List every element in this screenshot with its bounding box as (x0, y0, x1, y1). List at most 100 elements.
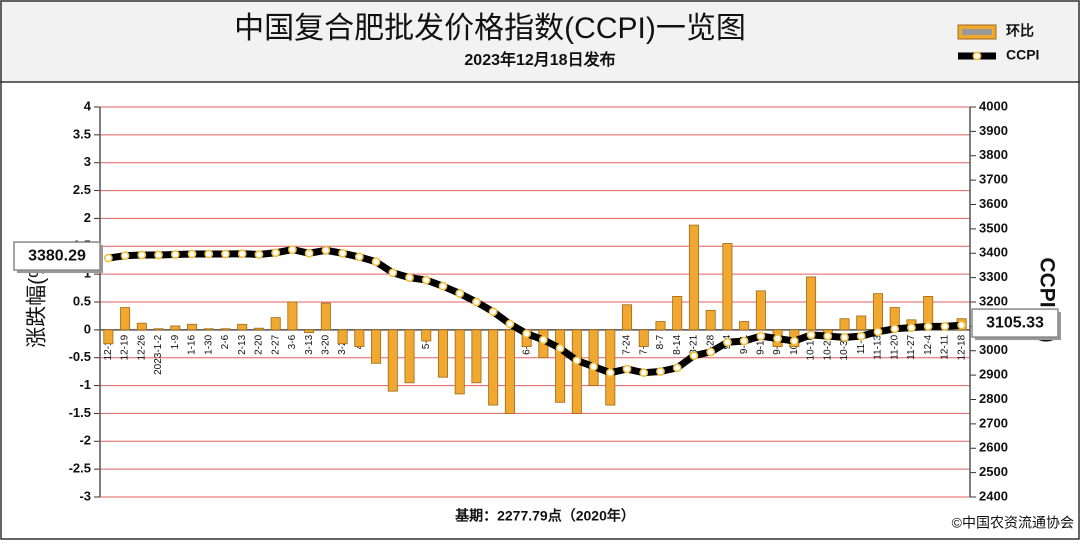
x-tick-label: 10-23 (822, 334, 833, 360)
bar (504, 329, 515, 414)
line-point (873, 327, 883, 337)
y-tick-label: -2 (79, 433, 91, 448)
line-point (907, 323, 916, 332)
y2-tick-label: 3200 (979, 293, 1008, 308)
value-label: 3105.33 (986, 314, 1044, 331)
x-tick-label: 12-12 (103, 334, 114, 360)
y2-tick-label: 2700 (979, 415, 1008, 430)
x-tick-label: 11-20 (889, 334, 900, 359)
header-band (0, 0, 1080, 82)
footnote: 基期：2277.79点（2020年） (455, 508, 635, 524)
y2-tick-label: 3500 (979, 220, 1008, 235)
line-point (304, 248, 314, 258)
bar (454, 329, 465, 395)
bar (136, 322, 147, 331)
line-point (103, 253, 113, 263)
line-point (137, 250, 147, 260)
y-tick-label: -2.5 (69, 461, 91, 476)
line-point (639, 368, 649, 378)
line-point (789, 336, 799, 346)
line-point (806, 330, 816, 340)
line-point (689, 351, 699, 361)
legend-label: CCPI (1006, 47, 1039, 63)
line-point (522, 329, 532, 339)
line-point (354, 252, 364, 262)
bar (806, 276, 817, 331)
bar (839, 318, 850, 331)
bar (655, 321, 666, 331)
line-point (472, 297, 481, 307)
x-tick-label: 3-13 (304, 334, 315, 354)
bar (672, 296, 683, 331)
x-tick-label: 5-1 (421, 334, 432, 349)
bar (571, 329, 582, 414)
bar (337, 329, 348, 345)
x-tick-label: 1-16 (187, 334, 198, 354)
x-tick-label: 1-30 (203, 334, 214, 354)
y-tick-label: -1.5 (69, 405, 91, 420)
x-tick-label: 12-4 (923, 334, 934, 354)
x-tick-label: 10-30 (839, 334, 850, 360)
y2-tick-label: 3400 (979, 245, 1008, 260)
bar (722, 243, 733, 331)
bar (705, 309, 716, 331)
bar (153, 328, 164, 331)
value-label-box (13, 241, 101, 271)
y2-tick-label: 3900 (979, 123, 1008, 138)
x-tick-label: 3-20 (321, 334, 332, 354)
line-point (338, 248, 347, 258)
bar (622, 304, 633, 331)
x-tick-label: 8-28 (705, 334, 716, 354)
bar (638, 329, 649, 347)
line-point (940, 321, 950, 331)
bar (605, 329, 616, 406)
x-tick-label: 11-27 (906, 334, 917, 359)
line-point (288, 245, 297, 254)
x-tick-label: 12-18 (956, 334, 967, 360)
bar (404, 329, 415, 384)
line-point (237, 249, 247, 259)
x-tick-label: 8-14 (672, 334, 683, 354)
y-tick-label: 1 (84, 266, 91, 281)
x-tick-label: 12-19 (120, 334, 131, 360)
line-point (622, 364, 632, 374)
y-tick-label: -0.5 (69, 349, 91, 364)
x-tick-label: 12-11 (940, 334, 951, 359)
value-label-box (971, 308, 1059, 338)
y2-tick-label: 3700 (979, 172, 1008, 187)
line-point (371, 257, 381, 267)
y-tick-label: 0 (84, 321, 91, 336)
bar (437, 329, 448, 378)
bar (170, 325, 181, 331)
line-point (254, 250, 264, 259)
chart-subtitle: 2023年12月18日发布 (464, 50, 615, 69)
line-point (723, 337, 732, 347)
bar (103, 329, 114, 345)
line-point (271, 248, 281, 258)
line-point (321, 245, 331, 255)
bar (755, 290, 766, 331)
line-point (672, 363, 682, 373)
bar (354, 329, 365, 347)
y2-tick-label: 4000 (979, 98, 1008, 113)
legend-swatch-point (972, 51, 982, 61)
bar (872, 293, 883, 331)
x-tick-label: 2-13 (237, 334, 248, 354)
bar (320, 302, 331, 331)
line-point (605, 368, 615, 378)
y2-tick-label: 2500 (979, 464, 1008, 479)
x-tick-label: 7-24 (622, 334, 633, 354)
value-label: 3380.29 (28, 247, 86, 264)
x-tick-label: 2-20 (254, 334, 265, 354)
line-point (739, 336, 749, 346)
y2-tick-label: 2800 (979, 391, 1008, 406)
x-tick-label: 9-18 (756, 334, 767, 354)
line-point (656, 367, 665, 376)
chart-title: 中国复合肥批发价格指数(CCPI)一览图 (234, 12, 746, 45)
bar (187, 323, 198, 331)
source: ©中国农资流通协会 (952, 515, 1074, 531)
line-point (120, 251, 130, 261)
line-point (957, 320, 967, 330)
